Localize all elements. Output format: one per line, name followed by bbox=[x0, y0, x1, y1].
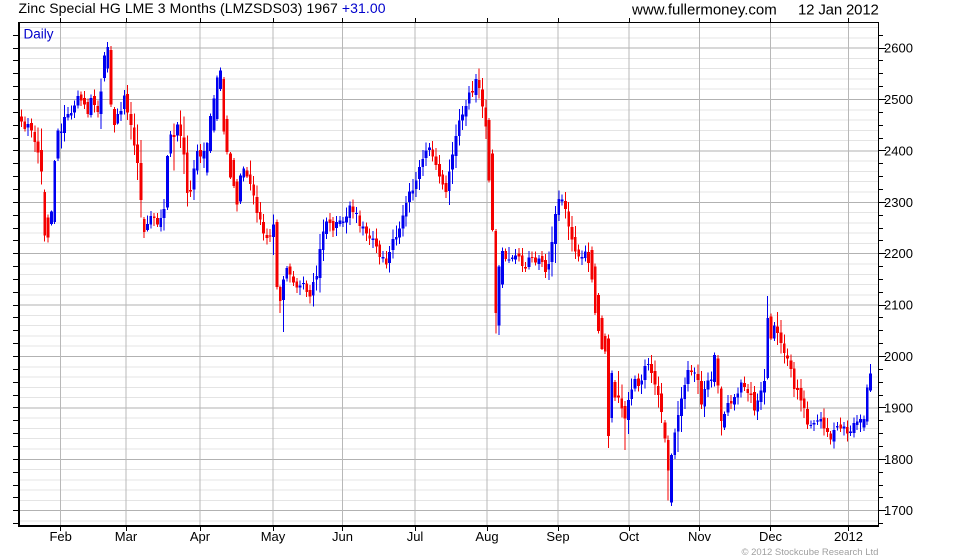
svg-text:12 Jan 2012: 12 Jan 2012 bbox=[798, 2, 879, 19]
svg-text:Jun: Jun bbox=[332, 529, 353, 544]
svg-text:Jul: Jul bbox=[407, 529, 424, 544]
svg-text:2400: 2400 bbox=[884, 143, 913, 158]
svg-text:Dec: Dec bbox=[759, 529, 783, 544]
svg-text:1900: 1900 bbox=[884, 400, 913, 415]
svg-text:Aug: Aug bbox=[475, 529, 498, 544]
svg-text:Oct: Oct bbox=[619, 529, 640, 544]
svg-text:2000: 2000 bbox=[884, 349, 913, 364]
svg-text:2200: 2200 bbox=[884, 246, 913, 261]
svg-text:Zinc Special HG LME 3 Months (: Zinc Special HG LME 3 Months (LMZSDS03) … bbox=[19, 0, 386, 16]
svg-text:2300: 2300 bbox=[884, 195, 913, 210]
svg-text:1800: 1800 bbox=[884, 452, 913, 467]
svg-text:Daily: Daily bbox=[24, 27, 54, 42]
svg-text:Apr: Apr bbox=[190, 529, 211, 544]
svg-text:May: May bbox=[261, 529, 286, 544]
svg-text:2600: 2600 bbox=[884, 41, 913, 56]
svg-text:Mar: Mar bbox=[115, 529, 138, 544]
svg-text:Sep: Sep bbox=[546, 529, 569, 544]
svg-text:2100: 2100 bbox=[884, 298, 913, 313]
svg-text:Feb: Feb bbox=[49, 529, 71, 544]
svg-text:2012: 2012 bbox=[834, 529, 863, 544]
svg-text:2500: 2500 bbox=[884, 92, 913, 107]
svg-text:© 2012 Stockcube Research Ltd: © 2012 Stockcube Research Ltd bbox=[742, 547, 879, 558]
svg-text:1700: 1700 bbox=[884, 503, 913, 518]
svg-text:Nov: Nov bbox=[688, 529, 712, 544]
svg-text:www.fullermoney.com: www.fullermoney.com bbox=[631, 2, 777, 19]
